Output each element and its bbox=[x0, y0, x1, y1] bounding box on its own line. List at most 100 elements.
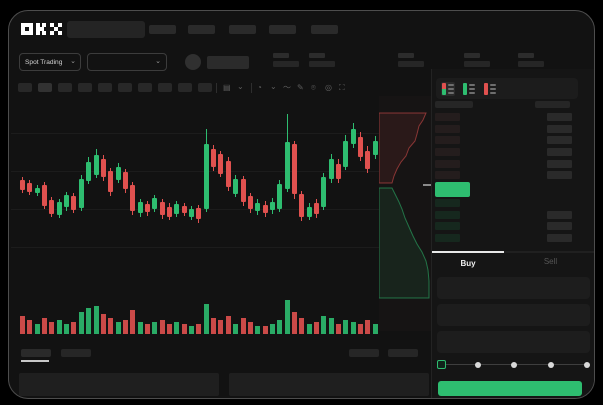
book-asks-only-icon[interactable] bbox=[483, 82, 497, 96]
interval-button[interactable] bbox=[78, 83, 92, 92]
volume-bar bbox=[115, 322, 121, 334]
volume-bar bbox=[284, 300, 290, 334]
interval-button[interactable] bbox=[38, 83, 52, 92]
bottom-tab-active[interactable] bbox=[21, 349, 51, 357]
tab-buy[interactable]: Buy bbox=[432, 251, 504, 273]
candle-body bbox=[130, 185, 136, 211]
line-tool-icon[interactable]: 〜 bbox=[283, 83, 291, 92]
ask-amount-placeholder[interactable] bbox=[547, 171, 572, 180]
fullscreen-icon[interactable]: ⛶ bbox=[339, 83, 345, 92]
nav-item[interactable] bbox=[149, 25, 176, 34]
pair-name-placeholder[interactable] bbox=[207, 56, 249, 69]
ticker-stat-label bbox=[398, 53, 414, 58]
volume-bar bbox=[328, 318, 334, 334]
slider-stop-dot[interactable] bbox=[584, 361, 590, 368]
ask-price-placeholder[interactable] bbox=[435, 136, 460, 145]
interval-button[interactable] bbox=[18, 83, 32, 92]
interval-button[interactable] bbox=[198, 83, 212, 92]
ask-price-placeholder[interactable] bbox=[435, 159, 460, 168]
slider-stop-dot[interactable] bbox=[511, 361, 517, 368]
volume-bar bbox=[225, 316, 231, 334]
interval-button[interactable] bbox=[118, 83, 132, 92]
interval-button[interactable] bbox=[98, 83, 112, 92]
ask-amount-placeholder[interactable] bbox=[547, 136, 572, 145]
tab-buy-label: Buy bbox=[460, 259, 476, 268]
bid-amount-placeholder[interactable] bbox=[547, 210, 572, 219]
amount-slider[interactable] bbox=[432, 357, 594, 373]
bid-price-placeholder[interactable] bbox=[435, 199, 460, 207]
trade-input-field[interactable] bbox=[437, 331, 590, 353]
book-bids-only-icon[interactable] bbox=[462, 82, 476, 96]
bottom-right-control[interactable] bbox=[388, 349, 418, 357]
ask-price-placeholder[interactable] bbox=[435, 113, 460, 121]
ask-price-placeholder[interactable] bbox=[435, 147, 460, 156]
book-both-icon[interactable] bbox=[441, 82, 455, 96]
nav-item[interactable] bbox=[311, 25, 338, 34]
ticker-stat-value bbox=[309, 61, 335, 67]
bottom-right-control[interactable] bbox=[349, 349, 379, 357]
slider-handle[interactable] bbox=[436, 360, 446, 369]
gridline bbox=[11, 247, 429, 248]
ask-price-placeholder[interactable] bbox=[435, 171, 460, 180]
buy-submit-button[interactable] bbox=[438, 381, 582, 396]
bid-price-placeholder[interactable] bbox=[435, 210, 460, 219]
candle-body bbox=[20, 180, 25, 190]
bids-list bbox=[432, 69, 594, 329]
candle-body bbox=[336, 164, 342, 179]
candles-layer bbox=[9, 99, 430, 344]
nav-item[interactable] bbox=[188, 25, 215, 34]
volume-bar bbox=[299, 318, 305, 334]
slider-stop-dot[interactable] bbox=[547, 361, 554, 368]
ticker-stat-value bbox=[273, 61, 299, 67]
ask-price-placeholder[interactable] bbox=[435, 124, 460, 133]
volume-bar bbox=[306, 324, 312, 334]
candle-body bbox=[240, 179, 246, 202]
volume-bar bbox=[159, 320, 165, 334]
interval-button[interactable] bbox=[158, 83, 172, 92]
ticker-stat-value bbox=[464, 61, 490, 67]
interval-button[interactable] bbox=[58, 83, 72, 92]
candle-body bbox=[115, 167, 121, 180]
volume-bar bbox=[247, 322, 253, 334]
trade-input-field[interactable] bbox=[437, 277, 590, 299]
bid-price-placeholder[interactable] bbox=[435, 222, 460, 231]
nav-item[interactable] bbox=[229, 25, 256, 34]
candlestick-chart[interactable] bbox=[9, 96, 431, 344]
bid-amount-placeholder[interactable] bbox=[547, 233, 572, 242]
trade-input-field[interactable] bbox=[437, 304, 590, 326]
candle-body bbox=[365, 151, 371, 169]
interval-button[interactable] bbox=[138, 83, 152, 92]
bid-amount-placeholder[interactable] bbox=[547, 222, 572, 231]
volume-layer bbox=[9, 99, 430, 344]
search-input[interactable] bbox=[67, 21, 145, 38]
indicator-icon[interactable]: ◔ bbox=[257, 83, 262, 92]
candle-body bbox=[306, 207, 312, 217]
slider-stop-dot[interactable] bbox=[474, 361, 481, 368]
settings-icon[interactable]: ◎ bbox=[325, 83, 332, 92]
candle-body bbox=[86, 162, 92, 181]
screenshot-icon[interactable]: ⌾ bbox=[311, 83, 316, 92]
candle-body bbox=[247, 196, 253, 209]
ask-amount-placeholder[interactable] bbox=[547, 113, 572, 121]
ask-amount-placeholder[interactable] bbox=[547, 159, 572, 168]
ask-amount-placeholder[interactable] bbox=[547, 147, 572, 156]
chevron-down-icon[interactable]: ⌄ bbox=[237, 82, 244, 91]
nav-item[interactable] bbox=[269, 25, 296, 34]
candle-type-icon[interactable]: ▤ bbox=[223, 83, 231, 92]
chevron-down-icon[interactable]: ⌄ bbox=[270, 82, 277, 91]
tab-sell[interactable]: Sell bbox=[504, 251, 594, 273]
ticker-stat-label bbox=[309, 53, 325, 58]
draw-tool-icon[interactable]: ✎ bbox=[297, 83, 304, 92]
pair-dropdown[interactable]: ⌄ bbox=[87, 53, 167, 71]
candle-body bbox=[152, 198, 158, 209]
volume-bar bbox=[93, 306, 99, 334]
bottom-tab[interactable] bbox=[61, 349, 91, 357]
volume-bar bbox=[218, 320, 224, 334]
bid-price-placeholder[interactable] bbox=[435, 233, 460, 242]
depth-overlay bbox=[379, 96, 431, 331]
ticker-stat-value bbox=[518, 61, 544, 67]
candle-body bbox=[78, 179, 84, 208]
interval-button[interactable] bbox=[178, 83, 192, 92]
ask-amount-placeholder[interactable] bbox=[547, 124, 572, 133]
market-type-dropdown[interactable]: Spot Trading ⌄ bbox=[19, 53, 81, 71]
